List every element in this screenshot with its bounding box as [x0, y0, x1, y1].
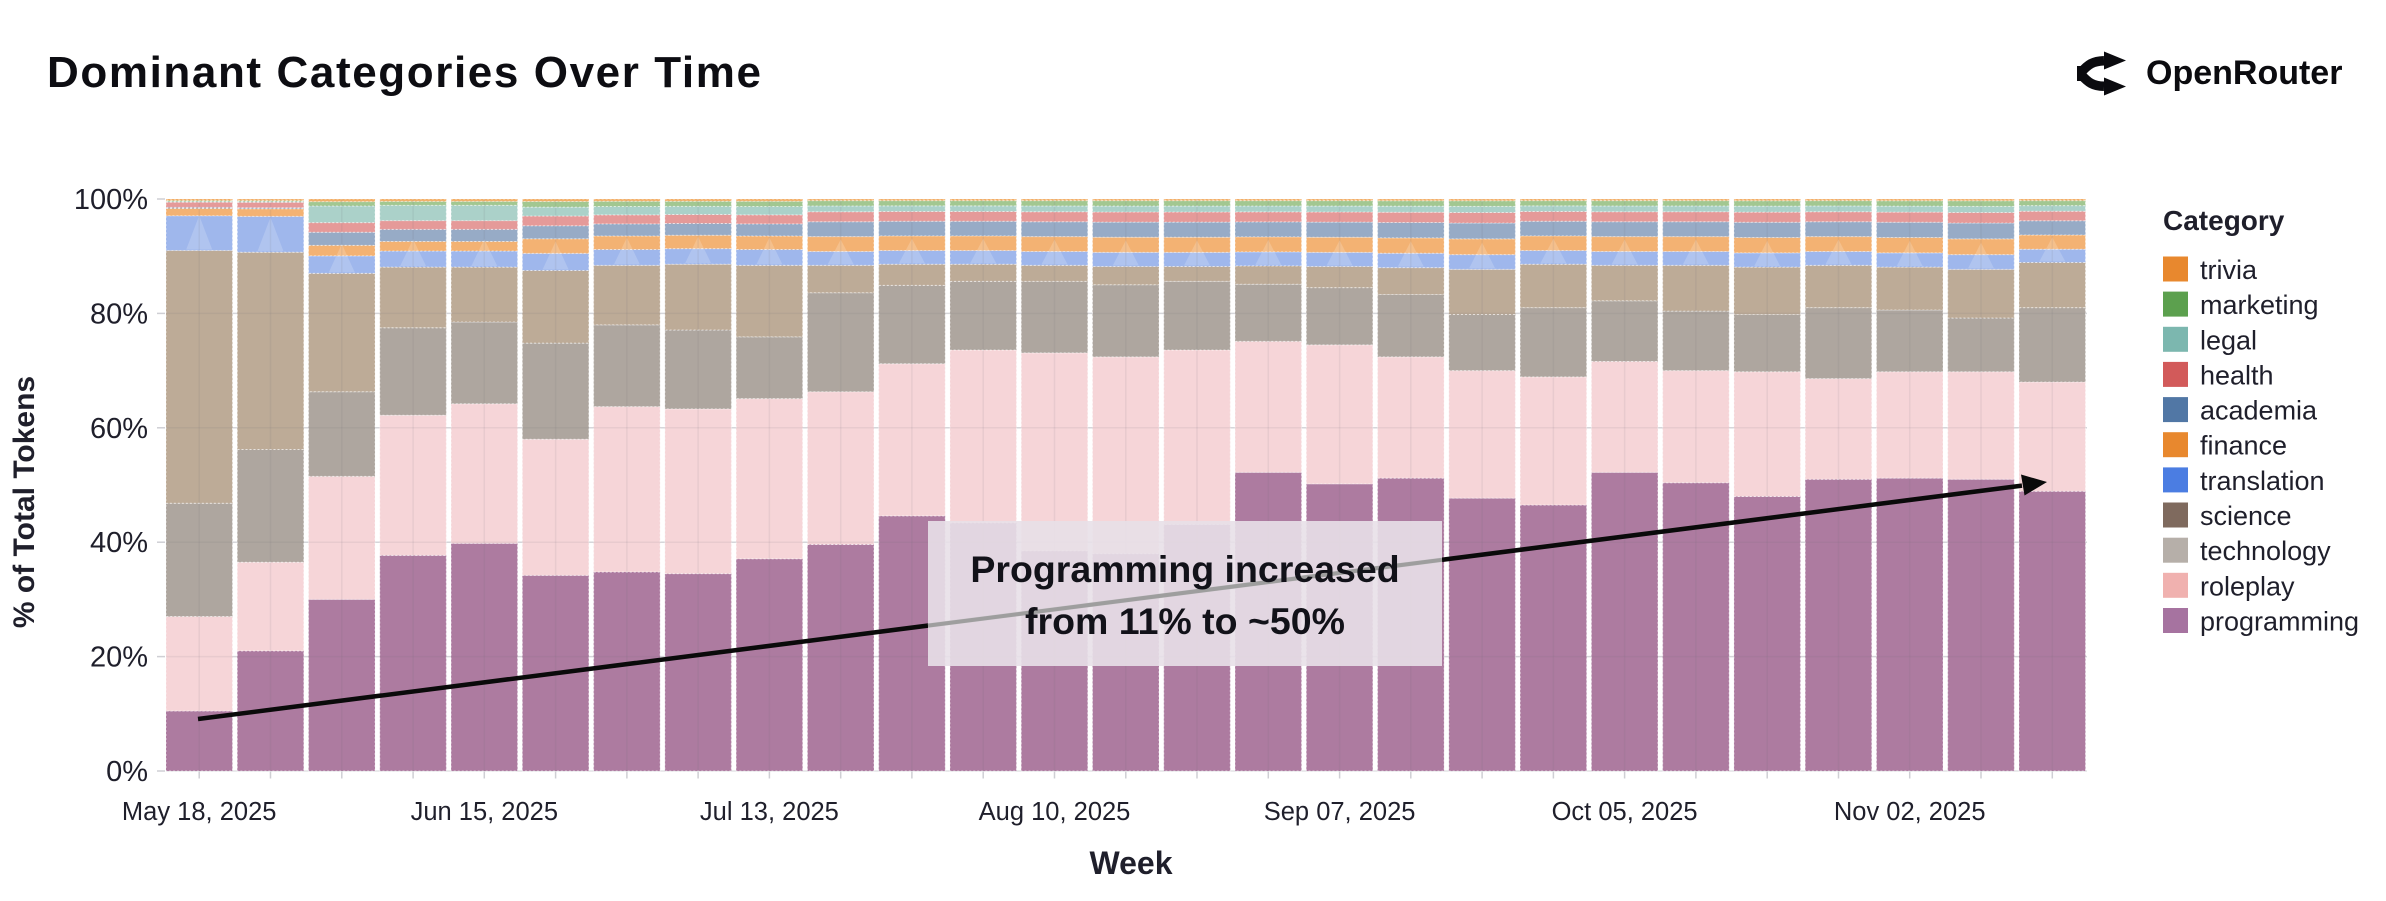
svg-text:60%: 60%: [90, 413, 148, 445]
svg-text:100%: 100%: [74, 184, 148, 216]
svg-text:Aug 10, 2025: Aug 10, 2025: [979, 798, 1131, 826]
svg-text:technology: technology: [2200, 536, 2331, 566]
svg-text:Dominant Categories Over Time: Dominant Categories Over Time: [47, 48, 763, 97]
svg-text:legal: legal: [2200, 325, 2257, 355]
svg-text:OpenRouter: OpenRouter: [2146, 54, 2342, 92]
svg-text:40%: 40%: [90, 527, 148, 559]
svg-text:trivia: trivia: [2200, 255, 2258, 285]
svg-text:translation: translation: [2200, 466, 2325, 496]
svg-text:programming: programming: [2200, 607, 2359, 637]
svg-text:May 18, 2025: May 18, 2025: [122, 798, 277, 826]
svg-text:80%: 80%: [90, 298, 148, 330]
svg-text:Sep 07, 2025: Sep 07, 2025: [1264, 798, 1416, 826]
svg-text:Nov 02, 2025: Nov 02, 2025: [1834, 798, 1986, 826]
svg-text:Oct 05, 2025: Oct 05, 2025: [1552, 798, 1698, 826]
svg-text:health: health: [2200, 360, 2274, 390]
svg-text:Category: Category: [2163, 205, 2285, 236]
svg-text:academia: academia: [2200, 396, 2318, 426]
svg-text:from 11% to ~50%: from 11% to ~50%: [1025, 600, 1345, 642]
svg-text:finance: finance: [2200, 431, 2287, 461]
svg-text:Jun 15, 2025: Jun 15, 2025: [411, 798, 558, 826]
svg-text:% of Total Tokens: % of Total Tokens: [8, 376, 41, 628]
svg-text:marketing: marketing: [2200, 290, 2319, 320]
svg-text:0%: 0%: [106, 756, 148, 788]
svg-text:Programming increased: Programming increased: [970, 548, 1399, 590]
svg-text:20%: 20%: [90, 642, 148, 674]
svg-text:Week: Week: [1089, 845, 1172, 881]
svg-text:Jul 13, 2025: Jul 13, 2025: [700, 798, 839, 826]
svg-text:science: science: [2200, 501, 2292, 531]
svg-text:roleplay: roleplay: [2200, 571, 2295, 601]
